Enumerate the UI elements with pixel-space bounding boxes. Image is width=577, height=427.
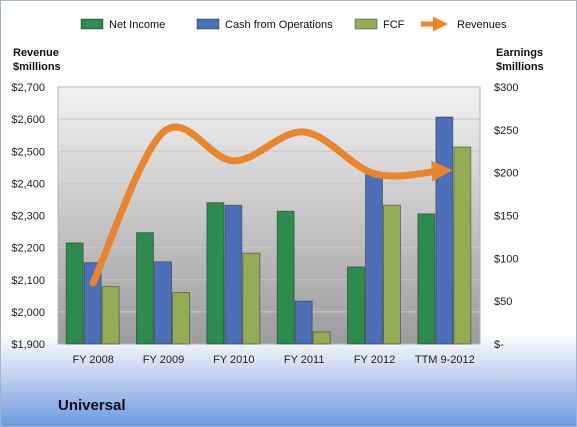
bar-net-income	[65, 242, 84, 345]
bar-cash-from-operations	[435, 116, 454, 345]
legend-label: FCF	[383, 19, 405, 31]
right-tick-label: $150	[494, 211, 518, 223]
revenues-line	[89, 123, 453, 287]
left-tick-label: $2,500	[11, 146, 45, 158]
legend-swatch-net-income	[80, 18, 104, 30]
legend-swatch-cash-from-operations	[196, 18, 220, 30]
legend-label: Net Income	[109, 19, 165, 31]
right-axis-title-line2: $millions	[496, 61, 544, 73]
legend-label: Revenues	[457, 19, 507, 31]
bar-fcf	[453, 146, 472, 345]
bar-fcf	[172, 292, 190, 345]
left-tick-label: $2,000	[11, 307, 45, 319]
category-label: FY 2009	[143, 354, 184, 366]
company-name: Universal	[58, 397, 126, 414]
bar-net-income	[276, 210, 295, 345]
bar-fcf	[312, 331, 331, 345]
right-tick-label: $250	[494, 125, 518, 137]
bar-cash-from-operations	[224, 204, 243, 345]
left-tick-label: $2,200	[11, 243, 45, 255]
right-axis-title-line1: Earnings	[496, 47, 543, 59]
bar-fcf	[242, 252, 261, 345]
left-axis-title-line1: Revenue	[13, 47, 59, 59]
right-tick-label: $200	[494, 168, 518, 180]
left-axis-title-line2: $millions	[13, 61, 61, 73]
bar-fcf	[101, 286, 120, 345]
bar-net-income	[136, 232, 154, 345]
legend-swatch-fcf	[354, 18, 378, 30]
category-label: FY 2012	[354, 354, 395, 366]
gridlines	[58, 118, 480, 313]
right-tick-label: $300	[494, 82, 518, 94]
bar-cash-from-operations	[154, 261, 172, 345]
right-tick-label: $-	[494, 339, 504, 351]
left-tick-label: $2,300	[11, 211, 45, 223]
category-label: FY 2008	[72, 354, 113, 366]
bar-net-income	[347, 266, 365, 345]
bar-fcf	[383, 204, 401, 345]
left-tick-label: $2,100	[11, 275, 45, 287]
left-tick-label: $2,400	[11, 178, 45, 190]
right-tick-label: $100	[494, 253, 518, 265]
legend-label: Cash from Operations	[225, 19, 333, 31]
category-label: FY 2011	[284, 354, 325, 366]
bar-cash-from-operations	[365, 172, 383, 345]
legend: Net Income Cash from Operations FCF Revenue…	[80, 16, 507, 32]
bar-net-income	[206, 202, 225, 345]
bar-net-income	[417, 213, 436, 345]
right-tick-label: $50	[494, 296, 512, 308]
left-tick-label: $2,700	[11, 82, 45, 94]
left-tick-label: $1,900	[11, 339, 45, 351]
bar-cash-from-operations	[294, 300, 313, 345]
left-tick-label: $2,600	[11, 114, 45, 126]
category-label: TTM 9-2012	[415, 354, 475, 366]
category-label: FY 2010	[213, 354, 254, 366]
